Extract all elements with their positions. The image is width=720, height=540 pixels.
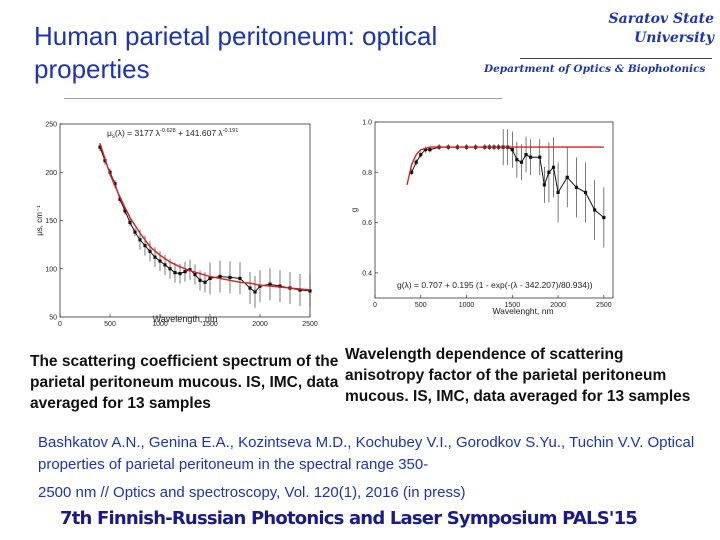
data-point [228, 275, 232, 280]
data-point [193, 272, 197, 277]
x-tick-label: 1000 [152, 321, 168, 327]
chart1-equation: g(λ) = 0.707 + 0.195 (1 - exp(-(λ - 342.… [397, 280, 593, 290]
data-point [602, 215, 606, 220]
y-tick-label: 100 [45, 266, 57, 273]
data-point [529, 155, 533, 159]
data-point [278, 284, 282, 288]
data-point [524, 153, 528, 157]
data-point [148, 249, 152, 253]
chart0-xlabel: Wavelength, nm [153, 314, 218, 324]
data-point [178, 271, 182, 276]
y-tick-label: 0.4 [362, 270, 372, 277]
university-name: Saratov State University [609, 10, 714, 48]
data-point [158, 259, 162, 263]
data-point [203, 280, 207, 284]
x-tick-label: 2000 [550, 302, 566, 309]
data-point [410, 170, 414, 174]
x-tick-label: 1000 [459, 302, 475, 309]
data-point [188, 268, 192, 272]
plot-frame [59, 123, 311, 318]
data-point [248, 286, 252, 290]
data-point [198, 278, 202, 282]
data-point [153, 255, 157, 259]
university-name-line1: Saratov State [608, 11, 714, 27]
data-point [298, 288, 302, 292]
data-point [423, 148, 427, 152]
data-point [519, 160, 524, 164]
data-point [308, 289, 312, 293]
y-axis-label: μs, cm⁻¹ [35, 205, 44, 236]
data-point [574, 185, 578, 189]
data-point [208, 276, 212, 280]
data-point [98, 145, 102, 149]
data-point [556, 190, 560, 194]
page-title: Human parietal peritoneum: optical prope… [34, 21, 438, 84]
x-tick-label: 2000 [252, 321, 268, 327]
chart0-equation: μs(λ) = 3177 λ-0.628 + 141.607 λ-0.191 [107, 128, 238, 140]
title-divider [64, 98, 502, 99]
data-point [542, 183, 546, 187]
right-chart-caption: Wavelength dependence of scattering anis… [345, 346, 691, 405]
y-axis-label: g [350, 208, 359, 212]
data-point [253, 290, 257, 294]
y-tick-label: 1.0 [362, 120, 372, 127]
x-tick-label: 500 [104, 321, 116, 327]
y-tick-label: 150 [45, 218, 57, 225]
data-point [218, 274, 222, 279]
data-point [419, 153, 423, 157]
left-chart-caption: The scattering coefficient spectrum of t… [30, 353, 339, 412]
data-point [258, 284, 262, 288]
data-point [128, 220, 132, 225]
y-tick-label: 0.8 [362, 170, 372, 177]
y-tick-label: 0.6 [362, 220, 372, 227]
y-tick-label: 200 [45, 170, 57, 177]
reference-line1: Bashkatov A.N., Genina E.A., Kozintseva … [38, 434, 695, 473]
data-point [565, 175, 569, 179]
chart1-xlabel: Wavelenght, nm [492, 306, 553, 316]
data-point [414, 160, 418, 164]
data-point [163, 263, 167, 267]
scattering-coefficient-chart: μs(λ) = 3177 λ-0.628 + 141.607 λ-0.191 W… [35, 122, 318, 328]
x-tick-label: 500 [415, 302, 427, 309]
data-point [428, 148, 432, 152]
reference-line2: 2500 nm // Optics and spectroscopy, Vol.… [38, 484, 466, 501]
university-name-line2: University [634, 30, 714, 46]
data-point [118, 197, 122, 201]
x-tick-label: 0 [58, 321, 62, 327]
x-tick-label: 2500 [302, 321, 318, 327]
data-point [113, 182, 117, 186]
x-tick-label: 2500 [596, 302, 612, 309]
data-point [123, 209, 127, 213]
x-tick-label: 1500 [505, 302, 521, 309]
x-tick-label: 1500 [202, 321, 218, 327]
data-point [183, 270, 187, 274]
data-point [238, 276, 242, 280]
data-series-line [99, 147, 311, 293]
anisotropy-factor-chart: Wavelenght, nm g(λ) = 0.707 + 0.195 (1 -… [350, 120, 614, 316]
data-point [143, 243, 147, 248]
fit-curve [99, 143, 311, 291]
data-point [133, 230, 137, 234]
data-point [583, 190, 588, 194]
y-tick-label: 50 [49, 315, 57, 322]
data-point [173, 271, 177, 275]
data-point [268, 282, 272, 286]
fit-curve [406, 146, 604, 186]
data-point [168, 267, 172, 271]
data-point [547, 170, 551, 174]
plot-frame [374, 121, 614, 299]
department-name: Department of Optics & Biophotonics [484, 63, 706, 75]
data-point [593, 208, 597, 212]
x-tick-label: 0 [373, 302, 377, 309]
data-point [510, 148, 514, 152]
y-tick-label: 250 [45, 122, 57, 129]
data-point [138, 238, 142, 242]
conference-footer: 7th Finnish-Russian Photonics and Laser … [60, 508, 638, 529]
data-point [515, 158, 519, 162]
university-divider [520, 58, 712, 59]
data-point [538, 155, 542, 159]
data-point [551, 165, 556, 169]
